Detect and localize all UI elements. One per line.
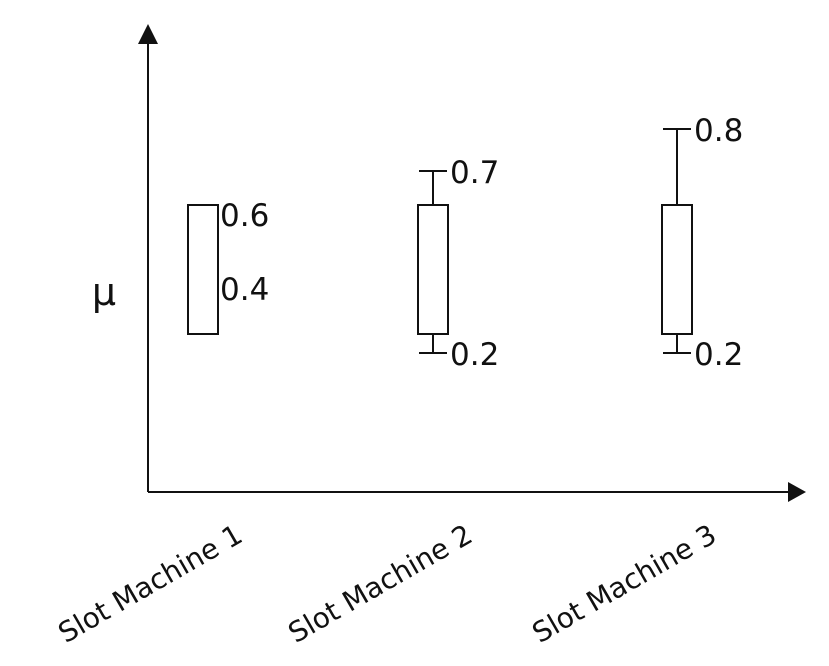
box-2 xyxy=(417,204,449,335)
category-label-3: Slot Machine 3 xyxy=(527,518,722,650)
lower-bound-label-3: 0.2 xyxy=(694,337,743,373)
category-label-2: Slot Machine 2 xyxy=(283,518,478,650)
upper-bound-label-2: 0.7 xyxy=(450,155,499,191)
x-axis-arrow-icon xyxy=(788,482,806,502)
lower-bound-label-2: 0.2 xyxy=(450,337,499,373)
category-label-1: Slot Machine 1 xyxy=(53,518,248,650)
box-3 xyxy=(661,204,693,335)
y-axis-label: μ xyxy=(92,270,116,314)
box-marks: 0.6 0.4 Slot Machine 1 0.7 0.2 Slot Machine 2… xyxy=(53,113,744,650)
y-axis-arrow-icon xyxy=(138,24,158,44)
upper-bound-label-3: 0.8 xyxy=(694,113,743,149)
lower-bound-label-1: 0.4 xyxy=(220,272,269,308)
upper-bound-label-1: 0.6 xyxy=(220,198,269,234)
box-1 xyxy=(187,204,219,335)
